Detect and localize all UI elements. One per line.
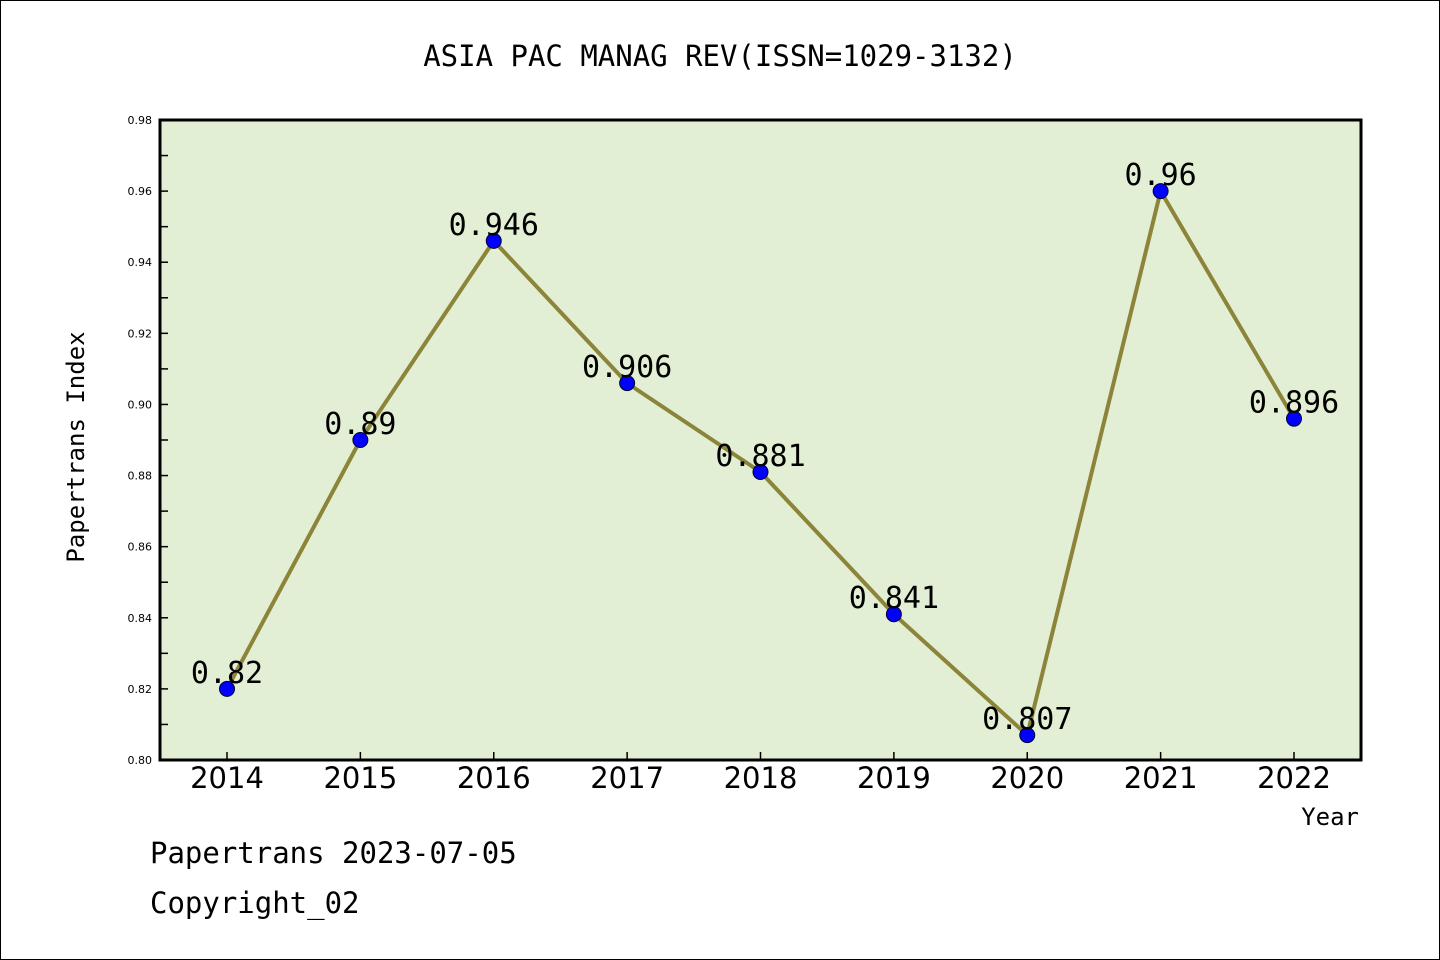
data-point [352,432,369,448]
data-label: 0.896 [1249,386,1339,421]
data-point [1286,410,1302,427]
data-label: 0.807 [982,702,1072,737]
y-tick-label: 0.90 [128,398,153,411]
data-label: 0.881 [715,439,805,474]
y-axis-label: Papertrans Index [62,331,90,562]
series-line-segment [625,381,763,474]
data-labels-group: 0.82 0.89 0.946 0.906 0.881 0.841 0.807 0.96 0.8… [191,158,1339,737]
data-point [485,232,502,249]
y-tick-label: 0.88 [128,470,153,483]
x-tick-label: 2014 [190,761,264,795]
x-tick-label: 2016 [457,761,531,795]
x-tick-label: 2020 [990,761,1064,795]
y-tick-label: 0.96 [128,185,153,198]
footer-date: Papertrans 2023-07-05 [150,836,517,870]
series-line-group [225,189,1296,738]
data-point [219,680,235,697]
data-label: 0.96 [1125,158,1197,193]
data-label: 0.906 [582,350,672,385]
y-tick-label: 0.92 [128,327,153,340]
series-line-segment [491,238,630,386]
series-line-segment [891,612,1030,738]
series-line-segment [1158,189,1296,421]
data-label: 0.82 [191,656,263,691]
footer-copyright: Copyright_02 [150,886,360,920]
markers-group [219,183,1302,744]
series-line-segment [225,438,363,691]
x-tick-label: 2021 [1124,761,1198,795]
x-axis: 2014 2015 2016 2017 2018 2019 2020 2021 2022 [190,752,1331,795]
series-line-segment [758,470,896,617]
data-point [885,606,902,623]
y-tick-label: 0.82 [128,683,153,696]
y-tick-label: 0.86 [128,541,153,554]
x-tick-label: 2019 [857,761,931,795]
y-tick-label: 0.80 [128,754,153,767]
y-tick-label: 0.98 [128,114,153,127]
data-point [752,464,769,480]
data-label: 0.841 [849,581,939,616]
data-point [1152,183,1169,200]
y-tick-label: 0.84 [128,612,153,625]
data-label: 0.946 [449,208,539,243]
data-point [619,375,636,392]
data-label: 0.89 [324,407,396,442]
chart-title: ASIA PAC MANAG REV(ISSN=1029-3132) [423,39,1017,73]
x-tick-label: 2017 [590,761,664,795]
x-tick-label: 2018 [724,761,798,795]
data-point [1019,727,1036,744]
x-tick-label: 2015 [323,761,397,795]
series-line-segment [358,238,496,442]
x-tick-label: 2022 [1257,761,1331,795]
y-tick-label: 0.94 [128,256,153,269]
y-axis: 0.80 0.82 0.84 0.86 0.88 0.90 0.92 0.94 0.96 0.98 [128,114,168,767]
x-axis-label: Year [1301,803,1359,831]
series-line-segment [1025,189,1163,738]
